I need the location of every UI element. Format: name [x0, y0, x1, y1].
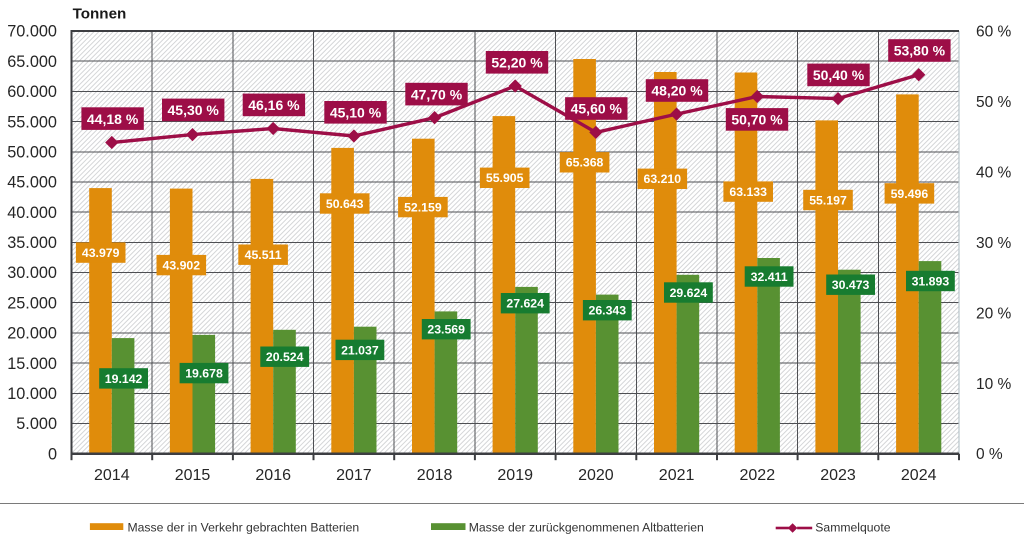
svg-text:50,40 %: 50,40 %: [813, 67, 865, 83]
svg-text:2023: 2023: [820, 467, 856, 484]
svg-text:27.624: 27.624: [506, 297, 544, 311]
svg-text:46,16 %: 46,16 %: [248, 97, 300, 113]
svg-text:65.000: 65.000: [7, 53, 57, 71]
svg-text:60 %: 60 %: [976, 24, 1012, 41]
svg-text:52,20 %: 52,20 %: [491, 55, 543, 71]
svg-text:45.511: 45.511: [245, 248, 282, 262]
svg-text:45,10 %: 45,10 %: [330, 105, 382, 121]
svg-text:Masse der in Verkehr gebrachte: Masse der in Verkehr gebrachten Batterie…: [128, 521, 360, 535]
svg-text:53,80 %: 53,80 %: [894, 43, 946, 59]
svg-text:30.000: 30.000: [7, 264, 57, 282]
svg-text:40 %: 40 %: [976, 164, 1012, 181]
svg-text:55.000: 55.000: [7, 113, 57, 131]
svg-text:29.624: 29.624: [670, 286, 708, 300]
svg-text:21.037: 21.037: [341, 343, 379, 357]
svg-text:47,70 %: 47,70 %: [411, 86, 463, 102]
svg-text:0 %: 0 %: [976, 446, 1003, 463]
svg-text:50 %: 50 %: [976, 94, 1012, 111]
svg-text:19.142: 19.142: [105, 372, 143, 386]
svg-text:25.000: 25.000: [7, 294, 57, 312]
svg-text:65.368: 65.368: [566, 156, 604, 170]
svg-text:55.197: 55.197: [809, 193, 847, 207]
svg-text:55.905: 55.905: [486, 171, 524, 185]
svg-text:15.000: 15.000: [7, 355, 57, 373]
svg-text:10 %: 10 %: [976, 376, 1012, 393]
svg-text:20.524: 20.524: [266, 350, 304, 364]
svg-text:2020: 2020: [578, 467, 614, 484]
svg-text:35.000: 35.000: [7, 234, 57, 252]
svg-text:2017: 2017: [336, 467, 372, 484]
svg-text:30.473: 30.473: [832, 278, 870, 292]
svg-text:59.496: 59.496: [891, 187, 929, 201]
svg-text:0: 0: [48, 445, 57, 463]
svg-text:52.159: 52.159: [404, 201, 442, 215]
svg-text:19.678: 19.678: [185, 367, 223, 381]
svg-text:31.893: 31.893: [912, 274, 950, 288]
svg-text:Sammelquote: Sammelquote: [815, 521, 890, 535]
svg-text:20.000: 20.000: [7, 325, 57, 343]
svg-text:40.000: 40.000: [7, 204, 57, 222]
svg-text:2018: 2018: [417, 467, 453, 484]
svg-text:44,18 %: 44,18 %: [87, 111, 139, 127]
svg-text:60.000: 60.000: [7, 83, 57, 101]
svg-text:50.000: 50.000: [7, 144, 57, 162]
svg-text:10.000: 10.000: [7, 385, 57, 403]
svg-text:45,60 %: 45,60 %: [571, 101, 623, 117]
svg-text:23.569: 23.569: [427, 323, 465, 337]
svg-text:45.000: 45.000: [7, 174, 57, 192]
svg-text:48,20 %: 48,20 %: [651, 83, 703, 99]
svg-text:63.210: 63.210: [643, 172, 681, 186]
svg-text:Masse der zurückgenommenen Alt: Masse der zurückgenommenen Altbatterien: [469, 521, 704, 535]
svg-text:5.000: 5.000: [16, 415, 57, 433]
svg-text:2021: 2021: [659, 467, 695, 484]
svg-text:50,70 %: 50,70 %: [731, 112, 783, 128]
svg-text:45,30 %: 45,30 %: [168, 102, 220, 118]
svg-text:32.411: 32.411: [751, 270, 788, 284]
svg-text:2024: 2024: [901, 467, 937, 484]
svg-text:20 %: 20 %: [976, 305, 1012, 322]
svg-text:2016: 2016: [255, 467, 291, 484]
svg-text:50.643: 50.643: [326, 197, 364, 211]
svg-text:43.902: 43.902: [162, 259, 200, 273]
svg-text:2022: 2022: [740, 467, 776, 484]
svg-text:2019: 2019: [497, 467, 533, 484]
svg-text:70.000: 70.000: [7, 23, 57, 41]
svg-text:30 %: 30 %: [976, 235, 1012, 252]
svg-text:Tonnen: Tonnen: [73, 6, 127, 23]
svg-text:2014: 2014: [94, 467, 130, 484]
svg-text:43.979: 43.979: [82, 246, 120, 260]
svg-text:26.343: 26.343: [588, 304, 626, 318]
svg-text:63.133: 63.133: [729, 185, 767, 199]
svg-text:2015: 2015: [175, 467, 211, 484]
